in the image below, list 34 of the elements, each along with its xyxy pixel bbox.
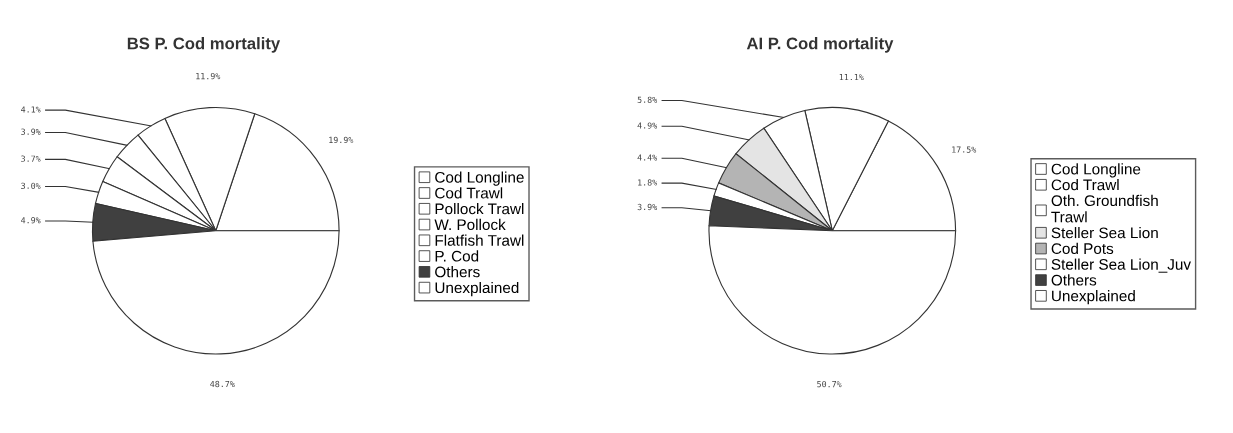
legend-label: P. Cod	[435, 250, 479, 262]
data-label: 3.0%	[21, 182, 41, 189]
data-label: 11.9%	[196, 72, 221, 80]
data-label: 4.9%	[637, 122, 658, 129]
legend-label: Cod Longline	[435, 171, 524, 186]
legend-label: Cod Trawl	[1051, 179, 1119, 191]
data-label: 11.1%	[839, 74, 864, 81]
legend-label: Flatfish Trawl	[435, 234, 524, 246]
legend-label: Others	[435, 266, 480, 278]
data-label: 48.7%	[210, 380, 235, 388]
data-label: 3.9%	[637, 203, 658, 211]
data-label: 19.9%	[329, 136, 354, 144]
data-label: 3.9%	[21, 128, 41, 135]
data-label: 3.7%	[21, 155, 41, 162]
legend-label: Cod Pots	[1051, 242, 1114, 255]
chart-title: BS P. Cod mortality	[127, 37, 281, 53]
legend-label: Unexplained	[1052, 290, 1135, 305]
legend-label: Steller Sea Lion_Juv	[1051, 258, 1191, 273]
data-label: 5.8%	[637, 96, 658, 103]
data-label: 4.9%	[21, 217, 41, 224]
data-label: 4.1%	[21, 106, 41, 113]
data-label: 50.7%	[817, 380, 842, 388]
data-label: 17.5%	[952, 146, 977, 153]
legend-label: Steller Sea Lion	[1051, 227, 1158, 239]
legend-label: Cod Longline	[1051, 163, 1141, 178]
data-label: 4.4%	[637, 154, 658, 161]
chart-title: AI P. Cod mortality	[746, 37, 894, 53]
legend-label: W. Pollock	[434, 218, 506, 231]
legend-label: Cod Trawl	[435, 187, 503, 199]
legend-label: Unexplained	[435, 281, 519, 297]
legend-label: Pollock Trawl	[435, 203, 524, 215]
data-label: 1.8%	[638, 179, 658, 186]
legend-label: Oth. Groundfish Trawl	[1051, 194, 1158, 223]
legend-label: Others	[1051, 274, 1097, 286]
